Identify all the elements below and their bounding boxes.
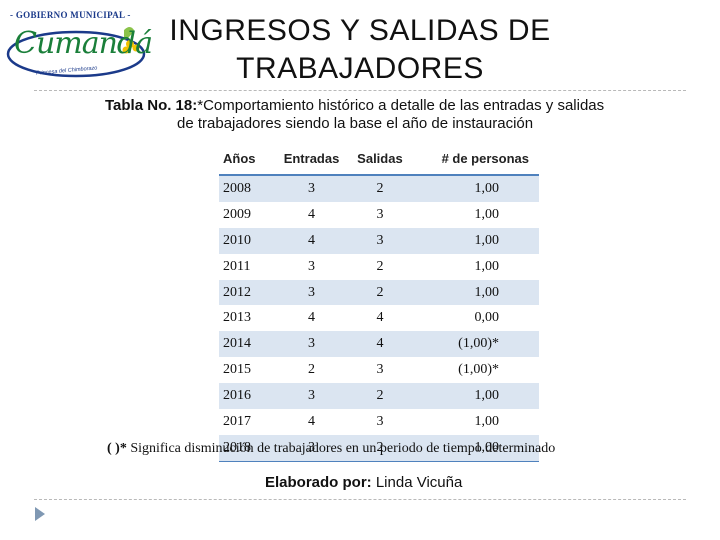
table-row: 2016 3 2 1,00 <box>219 383 539 410</box>
table-row: 2013 4 4 0,00 <box>219 305 539 332</box>
credit-label: Elaborado por: <box>265 474 372 491</box>
cell-entries: 3 <box>274 383 350 410</box>
cell-entries: 4 <box>274 409 350 435</box>
cell-exits: 3 <box>349 227 411 254</box>
cell-year: 2012 <box>219 279 274 306</box>
cell-year: 2008 <box>219 175 274 202</box>
workers-table: Años Entradas Salidas # de personas 2008… <box>219 142 539 462</box>
author-credit: Elaborado por: Linda Vicuña <box>265 474 462 491</box>
cell-exits: 2 <box>349 434 411 462</box>
table-footnote: ( )* Significa disminución de trabajador… <box>107 441 555 457</box>
caption-text-line2: de trabajadores siendo la base el año de… <box>177 115 534 132</box>
cell-year: 2017 <box>219 409 274 435</box>
cell-exits: 2 <box>349 253 411 280</box>
cell-exits: 3 <box>349 201 411 228</box>
caption-text-line1: *Comportamiento histórico a detalle de l… <box>197 97 605 114</box>
cell-year: 2013 <box>219 305 274 332</box>
header-persons: # de personas <box>410 142 539 176</box>
cell-year: 2016 <box>219 383 274 410</box>
cell-persons: 1,00 <box>410 201 539 228</box>
logo-top-text: - GOBIERNO MUNICIPAL - <box>10 10 131 20</box>
table-header-row: Años Entradas Salidas # de personas <box>219 142 539 176</box>
cell-entries: 4 <box>274 305 350 332</box>
cell-exits: 4 <box>349 331 411 358</box>
cell-persons: 1,00 <box>410 253 539 280</box>
cell-entries: 3 <box>274 175 350 202</box>
table-row: 2018 3 2 1,00 <box>219 434 539 462</box>
cell-persons: 1,00 <box>410 383 539 410</box>
cell-entries: 2 <box>274 357 350 384</box>
logo-wordmark: Cumandá <box>14 26 153 61</box>
table-caption: Tabla No. 18:*Comportamiento histórico a… <box>105 97 645 133</box>
top-divider <box>34 90 686 91</box>
cell-persons: 1,00 <box>410 279 539 306</box>
cell-entries: 3 <box>274 253 350 280</box>
footnote-mark: ( )* <box>107 441 127 456</box>
cell-persons: (1,00)* <box>410 357 539 384</box>
cell-exits: 4 <box>349 305 411 332</box>
table-row: 2010 4 3 1,00 <box>219 227 539 254</box>
cell-exits: 3 <box>349 409 411 435</box>
header-years: Años <box>219 142 274 176</box>
table-row: 2009 4 3 1,00 <box>219 201 539 228</box>
table-row: 2011 3 2 1,00 <box>219 253 539 280</box>
cell-year: 2009 <box>219 201 274 228</box>
cell-year: 2018 <box>219 434 274 462</box>
cell-year: 2015 <box>219 357 274 384</box>
cell-year: 2010 <box>219 227 274 254</box>
cell-entries: 3 <box>274 279 350 306</box>
cell-exits: 2 <box>349 383 411 410</box>
cell-persons: 1,00 <box>410 409 539 435</box>
table-row: 2015 2 3 (1,00)* <box>219 357 539 384</box>
caption-label: Tabla No. 18: <box>105 97 198 114</box>
cell-entries: 3 <box>274 331 350 358</box>
slide-title: INGRESOS Y SALIDAS DE TRABAJADORES <box>150 12 570 88</box>
bottom-divider <box>34 499 686 500</box>
credit-name: Linda Vicuña <box>375 474 463 491</box>
cell-persons: (1,00)* <box>410 331 539 358</box>
cell-exits: 3 <box>349 357 411 384</box>
cell-persons: 1,00 <box>410 227 539 254</box>
cell-entries: 4 <box>274 201 350 228</box>
table-row: 2017 4 3 1,00 <box>219 409 539 435</box>
cell-year: 2014 <box>219 331 274 358</box>
table-row: 2012 3 2 1,00 <box>219 279 539 306</box>
cell-persons: 1,00 <box>410 175 539 202</box>
table-row: 2014 3 4 (1,00)* <box>219 331 539 358</box>
cell-entries: 4 <box>274 227 350 254</box>
slide-title-line1: INGRESOS Y SALIDAS DE <box>169 14 551 47</box>
municipal-logo: - GOBIERNO MUNICIPAL - Cumandá Princesa … <box>6 10 156 82</box>
logo-swoosh-icon <box>6 27 146 78</box>
footnote-text: Significa disminución de trabajadores en… <box>130 441 556 456</box>
cell-entries: 3 <box>274 434 350 462</box>
cell-persons: 1,00 <box>410 434 539 462</box>
header-exits: Salidas <box>349 142 411 176</box>
cell-year: 2011 <box>219 253 274 280</box>
arrow-bullet-icon <box>35 507 45 521</box>
cell-exits: 2 <box>349 175 411 202</box>
table-row: 2008 3 2 1,00 <box>219 175 539 202</box>
slide-title-line2: TRABAJADORES <box>236 52 484 85</box>
cell-persons: 0,00 <box>410 305 539 332</box>
cell-exits: 2 <box>349 279 411 306</box>
header-entries: Entradas <box>274 142 350 176</box>
